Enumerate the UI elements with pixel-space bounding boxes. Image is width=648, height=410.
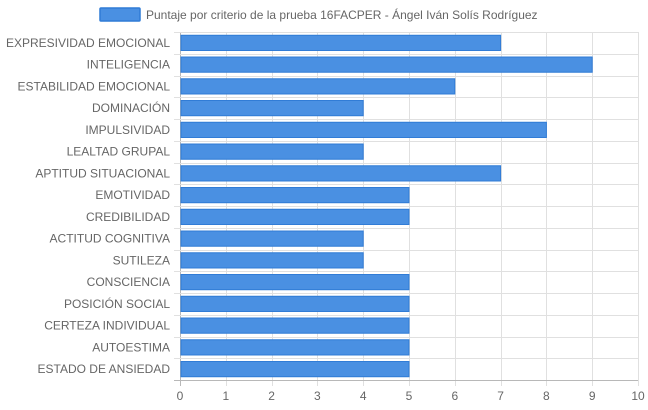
x-tick-label-10: 10 <box>631 389 645 403</box>
category-labels: EXPRESIVIDAD EMOCIONAL INTELIGENCIA ESTABI… <box>6 36 170 376</box>
category-label-9: ACTITUD COGNITIVA <box>50 232 170 246</box>
bar-11[interactable] <box>180 274 410 291</box>
bar-9[interactable] <box>180 230 364 247</box>
category-label-4: IMPULSIVIDAD <box>85 123 170 137</box>
x-tick-label-7: 7 <box>497 389 504 403</box>
category-label-13: CERTEZA INDIVIDUAL <box>44 319 170 333</box>
x-tick-label-5: 5 <box>406 389 413 403</box>
legend[interactable]: Puntaje por criterio de la prueba 16FACP… <box>99 7 538 22</box>
bar-8[interactable] <box>180 208 410 225</box>
category-label-11: CONSCIENCIA <box>87 275 170 289</box>
category-label-8: CREDIBILIDAD <box>86 210 170 224</box>
category-label-1: INTELIGENCIA <box>87 58 170 72</box>
category-label-2: ESTABILIDAD EMOCIONAL <box>18 79 171 93</box>
category-label-6: APTITUD SITUACIONAL <box>35 166 170 180</box>
bar-7[interactable] <box>180 187 410 204</box>
bar-10[interactable] <box>180 252 364 269</box>
x-tick-labels: 0 1 2 3 4 5 6 7 8 9 10 <box>177 389 645 403</box>
x-tick-label-3: 3 <box>314 389 321 403</box>
category-label-14: AUTOESTIMA <box>92 340 170 354</box>
bar-15[interactable] <box>180 361 410 378</box>
category-label-10: SUTILEZA <box>113 253 170 267</box>
bar-4[interactable] <box>180 121 547 138</box>
bar-5[interactable] <box>180 143 364 160</box>
x-tick-label-6: 6 <box>451 389 458 403</box>
x-tick-label-0: 0 <box>177 389 184 403</box>
category-label-3: DOMINACIÓN <box>92 100 170 115</box>
bar-3[interactable] <box>180 100 364 117</box>
bar-12[interactable] <box>180 295 410 312</box>
x-tick-label-4: 4 <box>360 389 367 403</box>
x-tick-label-9: 9 <box>589 389 596 403</box>
x-tick-label-1: 1 <box>222 389 229 403</box>
bar-2[interactable] <box>180 78 456 95</box>
bar-14[interactable] <box>180 339 410 356</box>
legend-label: Puntaje por criterio de la prueba 16FACP… <box>146 7 538 22</box>
x-tick-label-8: 8 <box>543 389 550 403</box>
bars <box>180 34 593 378</box>
category-label-0: EXPRESIVIDAD EMOCIONAL <box>6 36 170 50</box>
bar-6[interactable] <box>180 165 502 182</box>
category-label-5: LEALTAD GRUPAL <box>67 145 171 159</box>
category-label-12: POSICIÓN SOCIAL <box>64 296 170 311</box>
bar-1[interactable] <box>180 56 593 73</box>
legend-swatch <box>99 7 141 22</box>
x-tick-label-2: 2 <box>268 389 275 403</box>
bar-13[interactable] <box>180 317 410 334</box>
category-label-7: EMOTIVIDAD <box>95 188 170 202</box>
category-label-15: ESTADO DE ANSIEDAD <box>38 362 171 376</box>
bar-0[interactable] <box>180 34 502 51</box>
